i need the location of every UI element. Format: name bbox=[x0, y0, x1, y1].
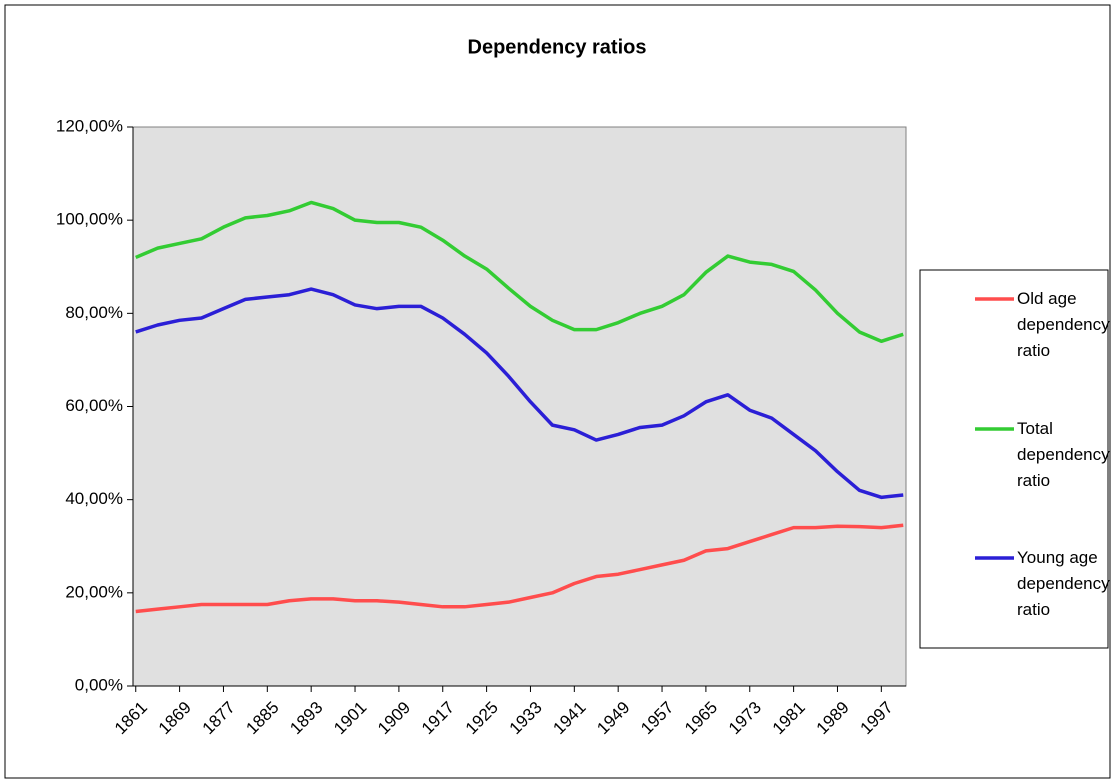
legend-label: Total dependency ratio bbox=[1017, 419, 1110, 490]
legend-box bbox=[919, 269, 1109, 649]
y-tick-label: 60,00% bbox=[65, 396, 123, 415]
chart-title: Dependency ratios bbox=[468, 36, 647, 58]
legend-label: Old age dependency ratio bbox=[1017, 289, 1110, 360]
y-tick-label: 120,00% bbox=[56, 116, 123, 135]
series-line bbox=[135, 287, 904, 500]
series-line bbox=[135, 523, 904, 614]
y-tick-label: 40,00% bbox=[65, 489, 123, 508]
plot-area bbox=[132, 126, 907, 687]
series-line bbox=[135, 200, 904, 344]
legend-label: Young age dependency ratio bbox=[1017, 548, 1110, 619]
y-tick-label: 0,00% bbox=[75, 675, 123, 694]
y-tick-label: 80,00% bbox=[65, 303, 123, 322]
y-tick-label: 100,00% bbox=[56, 210, 123, 229]
y-tick-label: 20,00% bbox=[65, 582, 123, 601]
